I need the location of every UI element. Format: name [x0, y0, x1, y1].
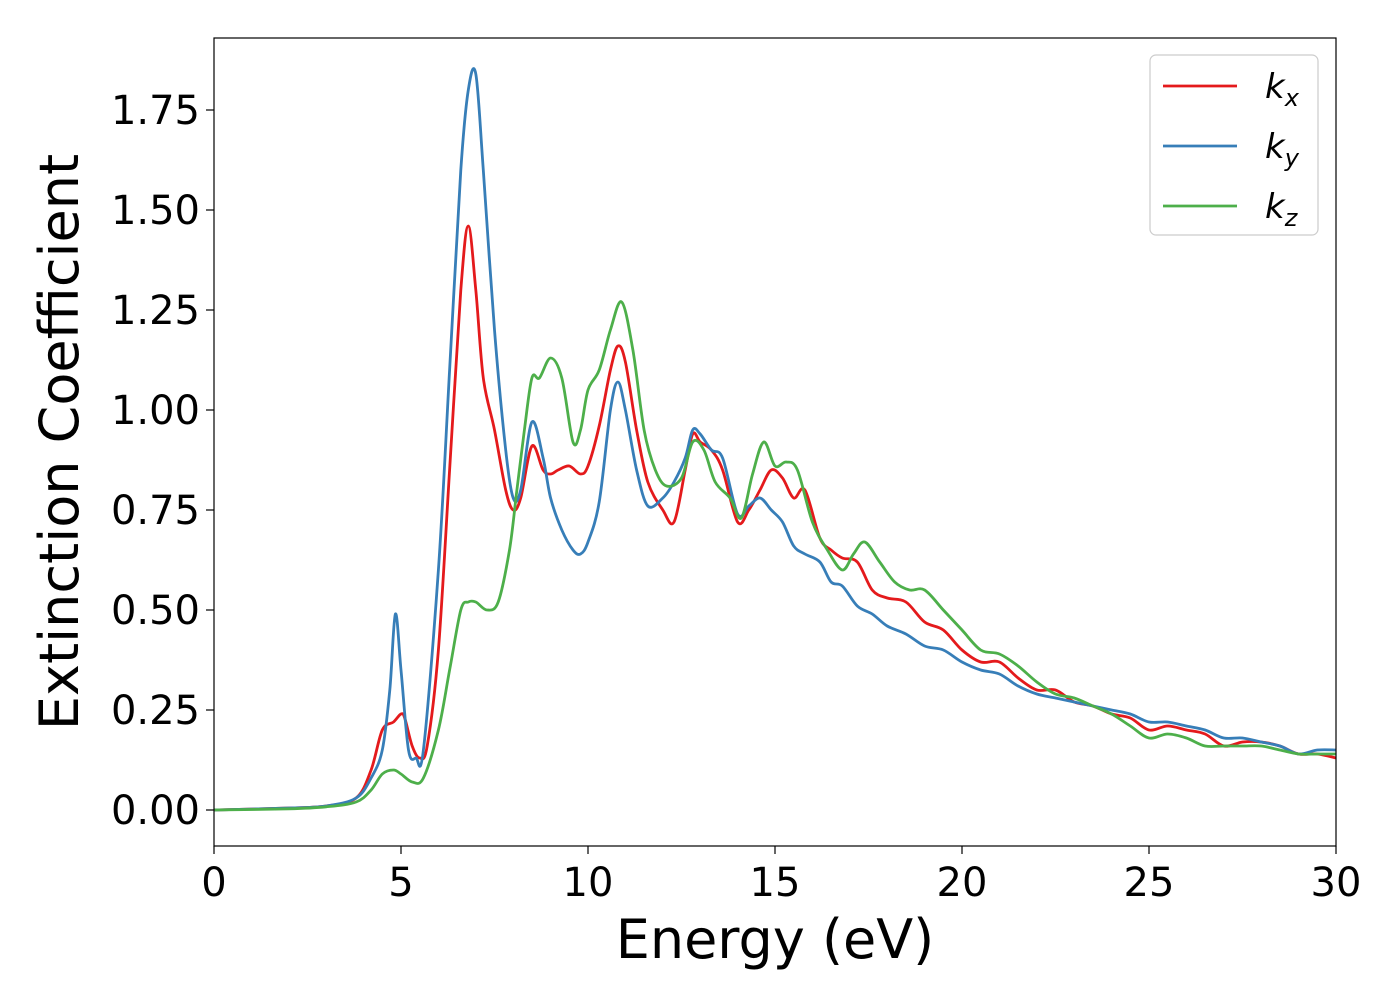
x-tick-label: 0	[201, 860, 226, 906]
y-axis-ticks: 0.00 0.25 0.50 0.75 1.00 1.25 1.50 1.75	[111, 88, 214, 834]
x-tick-label: 10	[563, 860, 614, 906]
y-tick-label: 1.25	[111, 288, 200, 334]
legend-label-kz: kz	[1265, 187, 1299, 232]
legend: kx ky kz	[1149, 54, 1319, 236]
series-line-kz	[214, 300, 1336, 812]
x-tick-label: 5	[388, 860, 413, 906]
y-tick-label: 1.75	[111, 88, 200, 134]
x-axis-ticks: 0 5 10 15 20 25 30	[201, 846, 1361, 906]
y-tick-label: 0.75	[111, 488, 200, 534]
legend-label-kx: kx	[1265, 67, 1300, 112]
series-line-ky	[214, 67, 1336, 812]
x-tick-label: 30	[1311, 860, 1362, 906]
x-axis-title: Energy (eV)	[616, 908, 935, 971]
y-tick-label: 0.50	[111, 588, 200, 634]
y-tick-label: 0.00	[111, 788, 200, 834]
x-tick-label: 20	[937, 860, 988, 906]
y-tick-label: 1.50	[111, 188, 200, 234]
x-tick-label: 15	[750, 860, 801, 906]
y-tick-label: 0.25	[111, 688, 200, 734]
y-tick-label: 1.00	[111, 388, 200, 434]
y-axis-title: Extinction Coefficient	[28, 154, 91, 730]
legend-label-ky: ky	[1265, 127, 1300, 172]
x-tick-label: 25	[1124, 860, 1175, 906]
